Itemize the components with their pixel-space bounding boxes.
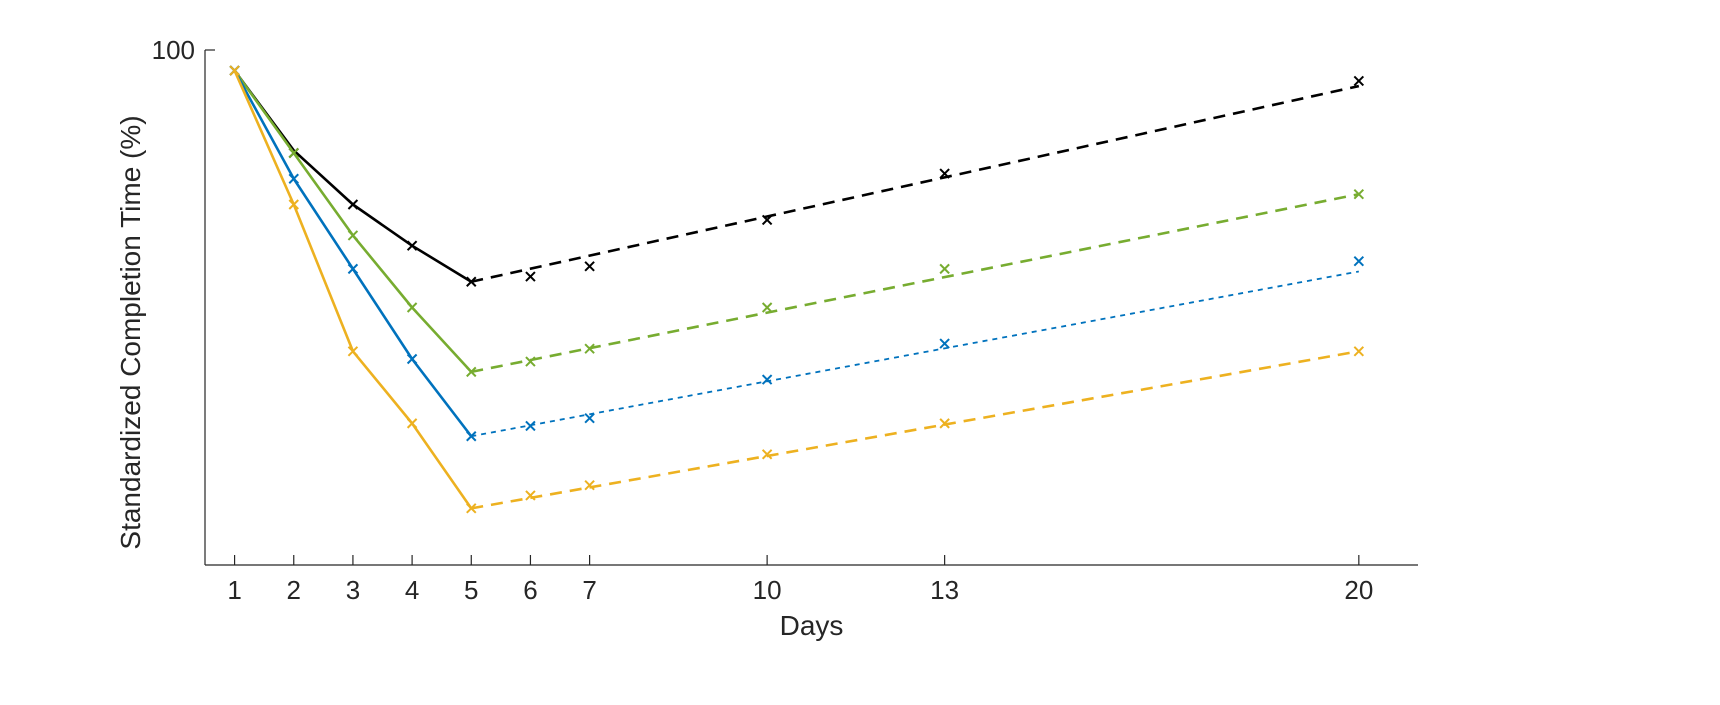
series-3-fit-line [233, 69, 473, 438]
data-point [584, 261, 595, 272]
data-point [347, 199, 359, 210]
data-point [466, 431, 477, 442]
x-tick-label: 2 [287, 575, 301, 605]
data-point [584, 343, 595, 354]
y-axis-label: Standardized Completion Time (%) [115, 115, 146, 549]
data-point [288, 173, 299, 184]
data-point [939, 168, 950, 179]
data-point [525, 356, 536, 367]
x-tick-label: 6 [523, 575, 537, 605]
y-tick-label: 100 [152, 35, 195, 65]
data-point [939, 418, 950, 429]
data-point [939, 263, 950, 275]
data-point [761, 302, 773, 313]
data-point [466, 366, 477, 378]
data-point [406, 240, 418, 251]
data-point [406, 418, 418, 429]
x-tick-label: 7 [582, 575, 596, 605]
data-point [1353, 255, 1365, 267]
data-point [347, 230, 359, 241]
series-1-fit-line [233, 69, 472, 283]
data-point [1353, 346, 1365, 357]
series-3 [229, 65, 1365, 442]
data-point [406, 302, 418, 313]
y-ticks: 100 [152, 35, 215, 65]
data-point [288, 147, 299, 159]
series-2-trend-line [471, 192, 1360, 374]
series-2-fit-line [233, 69, 473, 373]
series-4 [229, 65, 1365, 514]
series-4-trend-line [471, 349, 1360, 510]
x-ticks: 1 2 3 4 5 6 7 10 13 20 [227, 555, 1373, 605]
axes: 1 2 3 4 5 6 7 10 13 20 100 [152, 35, 1418, 605]
data-point [406, 353, 418, 365]
data-point [584, 413, 595, 424]
x-tick-label: 1 [227, 575, 241, 605]
data-point [584, 479, 595, 491]
data-point [347, 263, 359, 275]
data-point [939, 338, 950, 349]
data-point [347, 346, 359, 357]
data-point [761, 214, 773, 226]
x-tick-label: 3 [346, 575, 360, 605]
series-1 [229, 65, 1365, 287]
x-tick-label: 5 [464, 575, 478, 605]
data-point [466, 276, 477, 287]
data-point [288, 199, 299, 210]
data-point [466, 503, 477, 514]
data-point [229, 65, 240, 76]
data-point [761, 449, 773, 460]
x-tick-label: 20 [1344, 575, 1373, 605]
series-1-trend-line [470, 84, 1360, 284]
data-point [1353, 75, 1365, 87]
x-axis-label: Days [780, 610, 844, 641]
data-point [761, 374, 773, 385]
series-2 [229, 65, 1365, 378]
x-tick-label: 13 [930, 575, 959, 605]
data-point [525, 420, 536, 432]
series-3-trend-line [471, 270, 1359, 438]
data-point [525, 490, 536, 501]
series-layer [229, 65, 1365, 514]
data-point [525, 271, 536, 282]
data-point [1353, 188, 1365, 200]
x-tick-label: 10 [753, 575, 782, 605]
x-tick-label: 4 [405, 575, 419, 605]
